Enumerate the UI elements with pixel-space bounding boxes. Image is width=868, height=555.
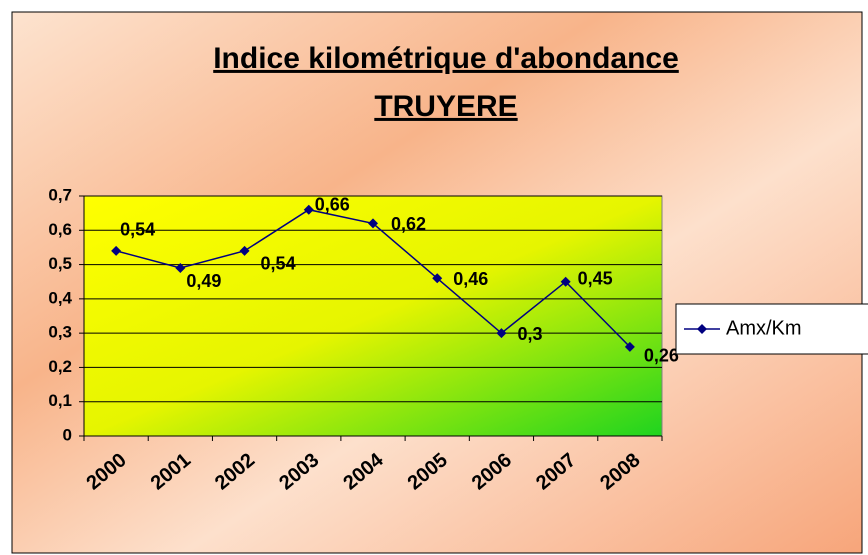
data-point [496,328,507,339]
legend-label: Amx/Km [726,317,802,339]
data-point [175,263,186,273]
data-label: 0,49 [186,271,221,291]
y-tick-label: 0,6 [48,220,72,239]
y-tick-label: 0,4 [48,288,72,307]
data-point [239,245,250,256]
data-label: 0,62 [391,214,426,234]
data-label: 0,46 [453,269,488,289]
data-label: 0,66 [315,194,350,214]
data-label: 0,54 [120,220,155,240]
y-tick-label: 0,5 [48,254,72,273]
data-point [368,218,378,229]
data-label: 0,45 [578,268,613,288]
data-label: 0,54 [261,254,296,274]
data-point [624,341,635,352]
data-point [111,245,122,256]
legend-marker [697,324,707,334]
data-label: 0,26 [644,346,679,366]
y-tick-label: 0,2 [48,357,72,376]
chart-title: Indice kilométrique d'abondance [213,42,679,75]
y-tick-label: 0,1 [48,391,72,410]
plot-area [83,195,663,437]
y-tick-label: 0,7 [48,185,72,204]
data-point [432,273,443,284]
data-point [560,276,571,287]
y-tick-label: 0 [63,425,72,444]
data-label: 0,3 [517,324,542,344]
data-point [303,204,314,215]
chart-title: TRUYERE [374,90,517,123]
y-tick-label: 0,3 [48,323,72,342]
